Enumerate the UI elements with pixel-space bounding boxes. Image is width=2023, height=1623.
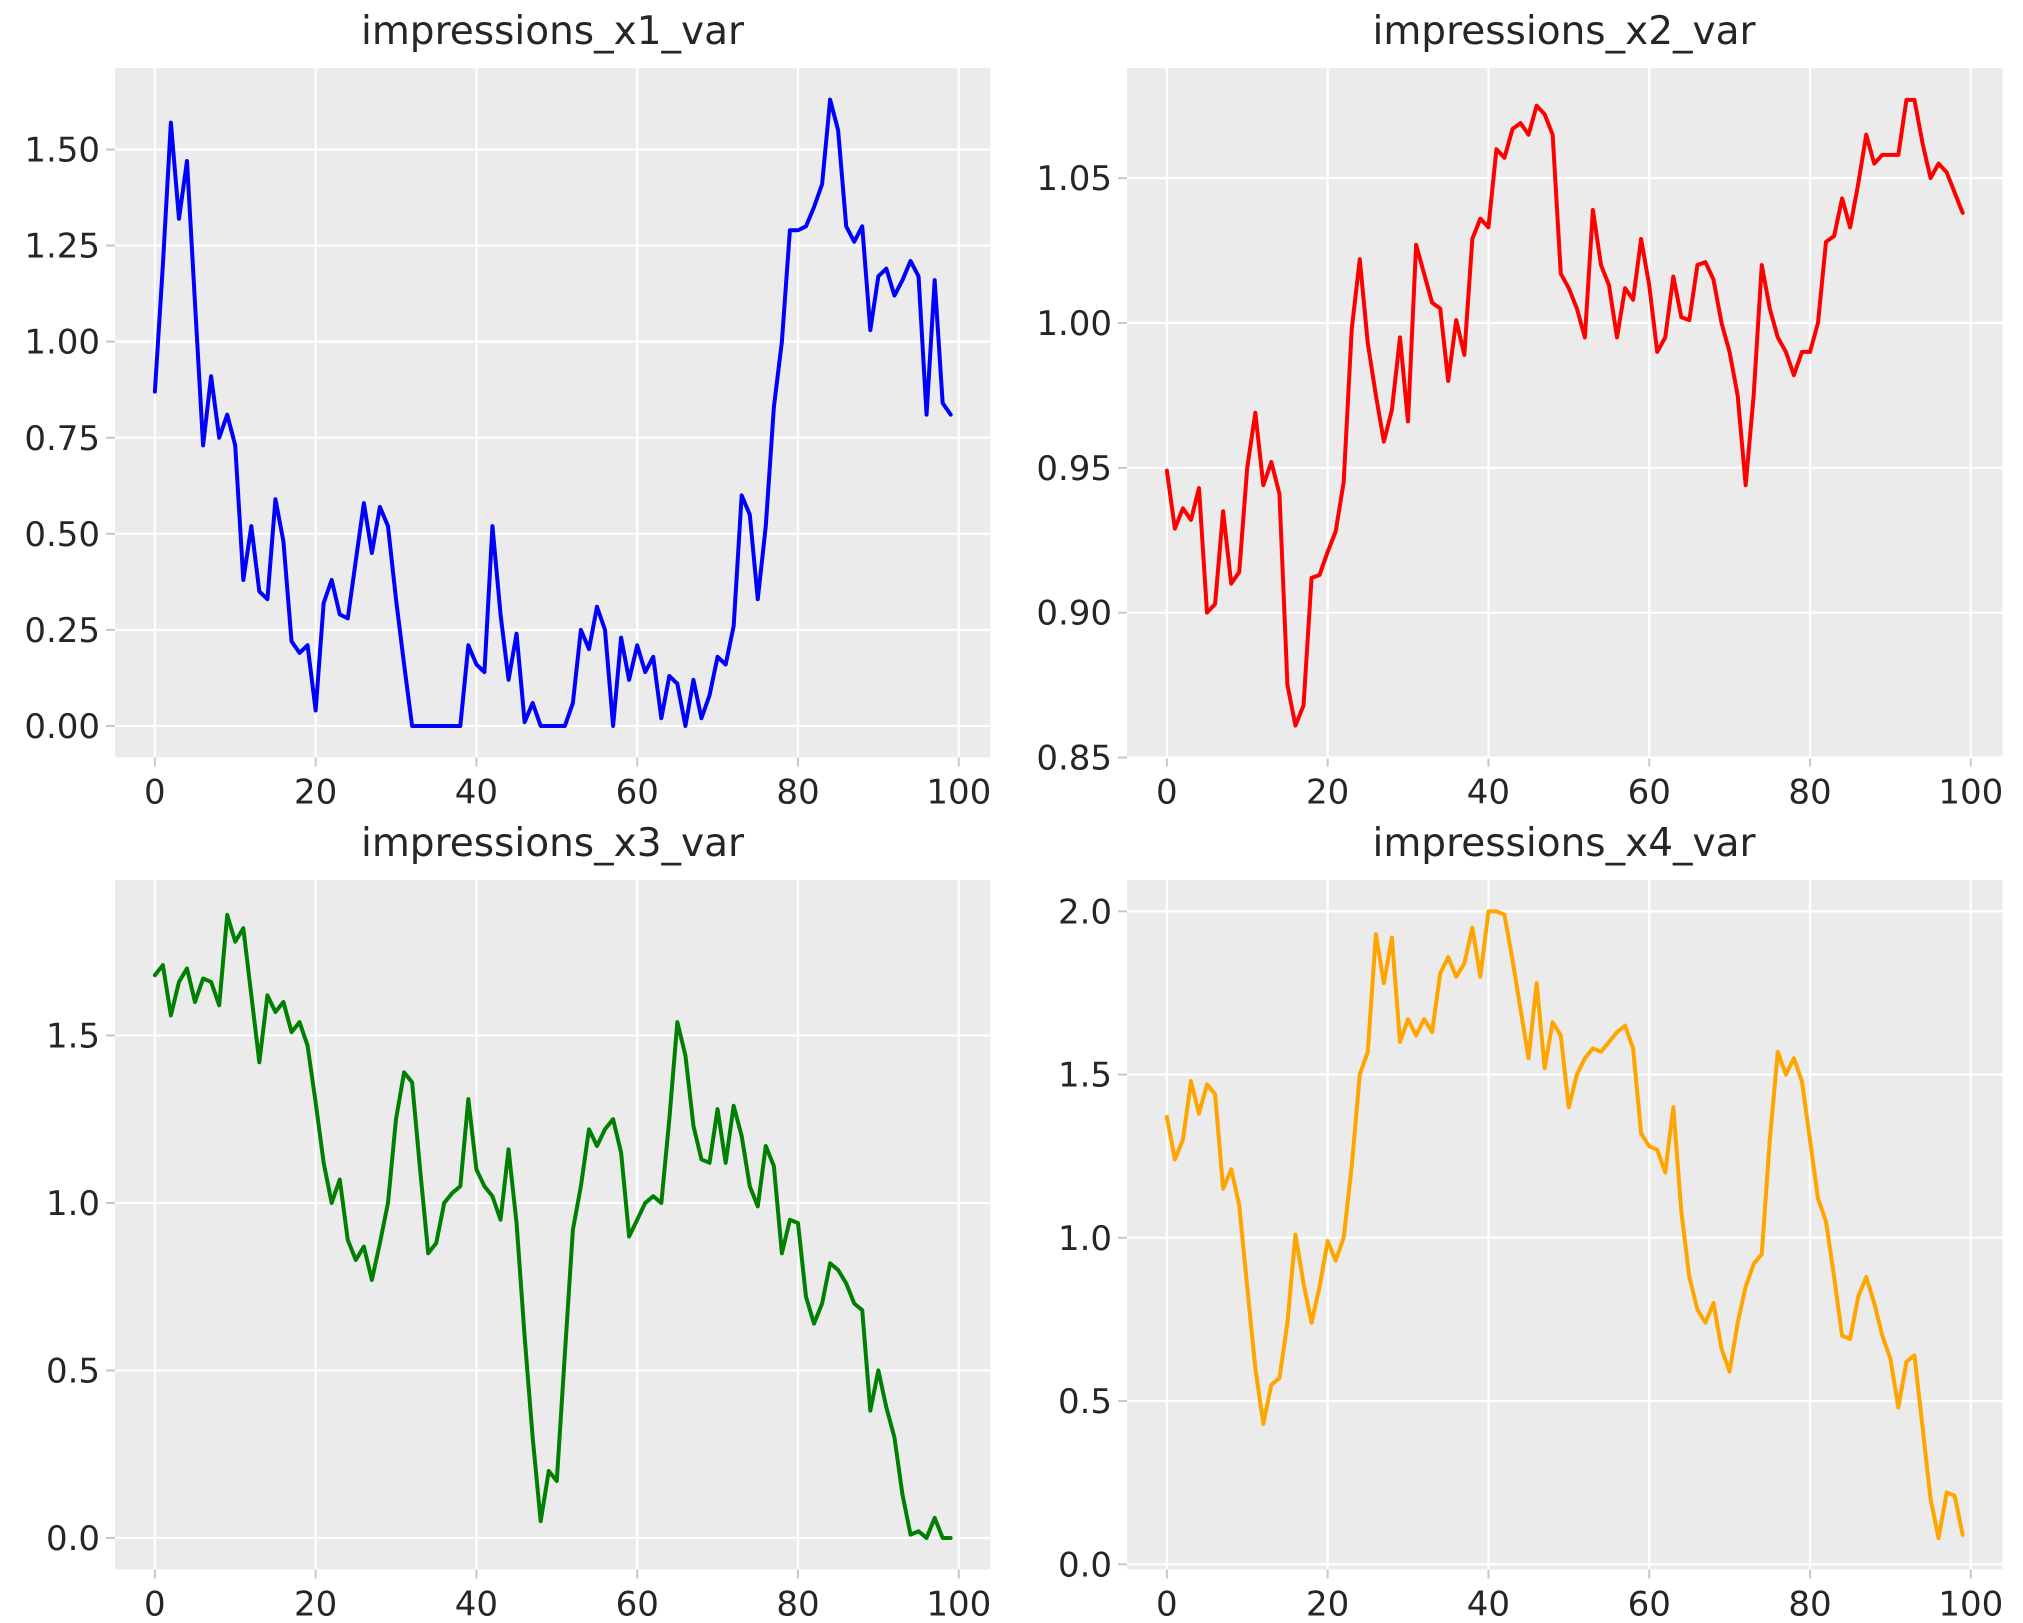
x-tick-label: 60 xyxy=(1627,1584,1670,1623)
y-tick-label: 0.90 xyxy=(1036,594,1112,634)
y-tick-label: 0.0 xyxy=(1057,1545,1111,1585)
y-tick-label: 0.5 xyxy=(1057,1382,1111,1422)
x-tick-label: 60 xyxy=(616,772,659,811)
y-tick-label: 1.50 xyxy=(24,130,100,170)
y-tick-label: 1.0 xyxy=(46,1183,100,1223)
line-plot-x3: 0 20 40 60 80 100 0.0 0.5 1.0 1.5 xyxy=(46,879,991,1623)
x-tick-label: 20 xyxy=(294,772,337,811)
y-tick-label: 1.00 xyxy=(24,323,100,363)
y-tick-label: 1.00 xyxy=(1036,304,1112,344)
chart-title-x4: impressions_x4_var xyxy=(1372,820,1756,866)
x-tick-label: 100 xyxy=(1938,772,2003,811)
x-tick-label: 0 xyxy=(144,772,166,811)
x-tick-label: 20 xyxy=(294,1584,337,1623)
x-tick-label: 80 xyxy=(1788,772,1831,811)
x-tick-label: 40 xyxy=(1466,1584,1509,1623)
chart-title-x1: impressions_x1_var xyxy=(360,9,745,54)
y-tick-label: 0.95 xyxy=(1036,449,1112,489)
y-tick-label: 0.00 xyxy=(24,707,100,747)
y-tick-label: 1.5 xyxy=(1057,1055,1111,1095)
plot-area xyxy=(1126,68,2002,758)
x-tick-label: 0 xyxy=(144,1584,166,1623)
x-tick-label: 60 xyxy=(1627,772,1670,811)
y-tick-label: 1.5 xyxy=(46,1016,100,1056)
x-tick-label: 60 xyxy=(616,1584,659,1623)
x-tick-label: 80 xyxy=(1788,1584,1831,1623)
plot-area xyxy=(1126,879,2002,1569)
y-tick-label: 0.25 xyxy=(24,611,100,651)
x-tick-label: 100 xyxy=(926,1584,991,1623)
y-tick-label: 1.25 xyxy=(24,227,100,267)
x-tick-label: 0 xyxy=(1156,1584,1178,1623)
chart-impressions-x1-var: impressions_x1_var 0 20 40 60 80 100 0.00 0.25 0… xyxy=(0,0,1012,812)
series-line xyxy=(152,97,953,728)
series-line xyxy=(152,912,953,1540)
chart-impressions-x4-var: impressions_x4_var 0 20 40 60 80 100 0.0 0.5 1.0… xyxy=(1012,812,2023,1623)
y-tick-label: 1.05 xyxy=(1036,159,1112,199)
y-tick-label: 0.85 xyxy=(1036,738,1112,778)
chart-impressions-x2-var: impressions_x2_var 0 20 40 60 80 100 0.85 0.90 0… xyxy=(1012,0,2023,812)
x-tick-label: 20 xyxy=(1306,772,1349,811)
x-tick-label: 0 xyxy=(1156,772,1178,811)
series-line xyxy=(1164,97,1965,728)
y-tick-label: 1.0 xyxy=(1057,1218,1111,1258)
x-tick-label: 20 xyxy=(1306,1584,1349,1623)
x-tick-label: 100 xyxy=(926,772,991,811)
x-tick-label: 40 xyxy=(455,1584,498,1623)
y-tick-label: 0.50 xyxy=(24,515,100,555)
y-tick-label: 0.5 xyxy=(46,1351,100,1391)
y-tick-label: 2.0 xyxy=(1057,892,1111,932)
line-plot-x4: 0 20 40 60 80 100 0.0 0.5 1.0 1.5 2.0 xyxy=(1057,879,2003,1623)
plot-area xyxy=(115,879,991,1569)
x-tick-label: 80 xyxy=(776,1584,819,1623)
x-tick-label: 40 xyxy=(455,772,498,811)
plot-area xyxy=(115,68,991,758)
series-line xyxy=(1164,908,1965,1540)
x-tick-label: 40 xyxy=(1466,772,1509,811)
y-tick-label: 0.75 xyxy=(24,419,100,459)
chart-title-x3: impressions_x3_var xyxy=(360,820,745,866)
y-tick-label: 0.0 xyxy=(46,1518,100,1558)
x-tick-label: 100 xyxy=(1938,1584,2003,1623)
chart-impressions-x3-var: impressions_x3_var 0 20 40 60 80 100 0.0 0.5 1.0… xyxy=(0,812,1012,1623)
line-plot-x1: 0 20 40 60 80 100 0.00 0.25 0.50 0.75 1.00 1.25 1.50 xyxy=(24,68,991,812)
chart-title-x2: impressions_x2_var xyxy=(1372,9,1756,54)
line-plot-x2: 0 20 40 60 80 100 0.85 0.90 0.95 1.00 1.05 xyxy=(1036,68,2003,812)
x-tick-label: 80 xyxy=(776,772,819,811)
